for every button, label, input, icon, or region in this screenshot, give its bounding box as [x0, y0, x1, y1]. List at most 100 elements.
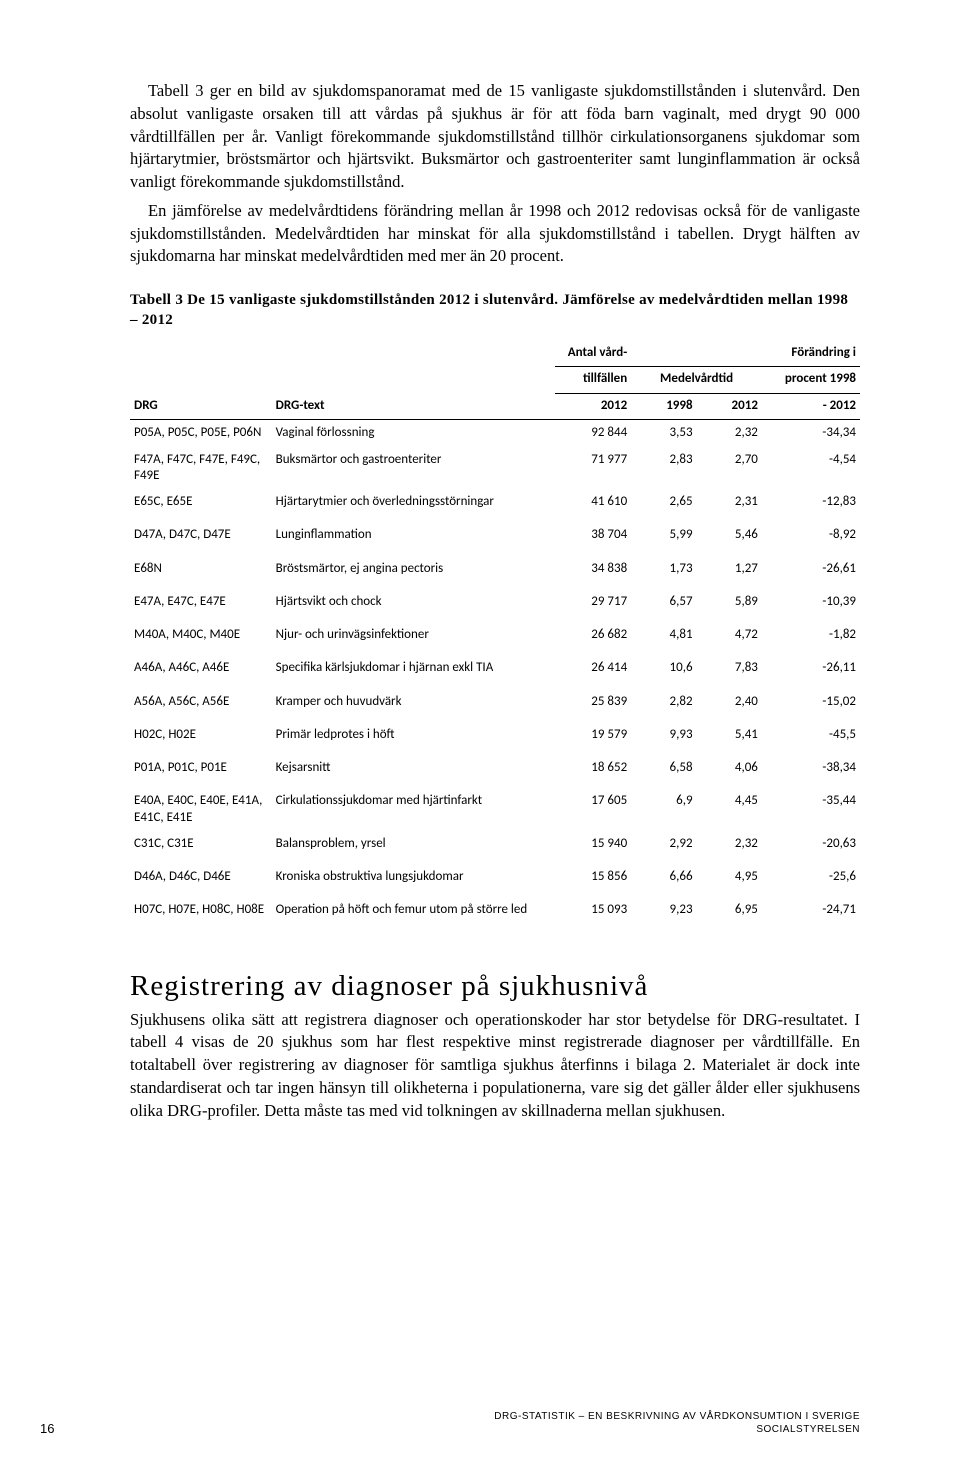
- cell-pct: -20,63: [762, 831, 860, 864]
- th-antal-3: 2012: [555, 393, 631, 420]
- cell-n: 34 838: [555, 556, 631, 589]
- cell-m12: 2,40: [697, 689, 762, 722]
- th-forandr-1: Förändring i: [762, 341, 860, 367]
- cell-m98: 9,23: [631, 897, 696, 923]
- cell-m12: 4,95: [697, 864, 762, 897]
- cell-m12: 7,83: [697, 655, 762, 688]
- cell-n: 26 414: [555, 655, 631, 688]
- cell-m12: 2,31: [697, 489, 762, 522]
- cell-n: 15 940: [555, 831, 631, 864]
- cell-m98: 6,9: [631, 788, 696, 831]
- cell-n: 17 605: [555, 788, 631, 831]
- cell-drg: C31C, C31E: [130, 831, 272, 864]
- cell-pct: -24,71: [762, 897, 860, 923]
- cell-m12: 5,46: [697, 522, 762, 555]
- cell-text: Specifika kärlsjukdomar i hjärnan exkl T…: [272, 655, 555, 688]
- cell-drg: A46A, A46C, A46E: [130, 655, 272, 688]
- cell-m98: 6,66: [631, 864, 696, 897]
- cell-drg: A56A, A56C, A56E: [130, 689, 272, 722]
- footer-right: DRG-STATISTIK – EN BESKRIVNING AV VÅRDKO…: [494, 1410, 860, 1436]
- cell-text: Primär ledprotes i höft: [272, 722, 555, 755]
- cell-m12: 2,70: [697, 447, 762, 490]
- th-forandr-3: - 2012: [762, 393, 860, 420]
- cell-m12: 4,45: [697, 788, 762, 831]
- page-number: 16: [40, 1421, 54, 1436]
- th-drg: DRG: [130, 341, 272, 420]
- cell-pct: -38,34: [762, 755, 860, 788]
- cell-pct: -8,92: [762, 522, 860, 555]
- cell-n: 25 839: [555, 689, 631, 722]
- cell-text: Njur- och urinvägsinfektioner: [272, 622, 555, 655]
- cell-pct: -35,44: [762, 788, 860, 831]
- cell-drg: P01A, P01C, P01E: [130, 755, 272, 788]
- cell-text: Bröstsmärtor, ej angina pectoris: [272, 556, 555, 589]
- footer-line-2: SOCIALSTYRELSEN: [494, 1423, 860, 1436]
- cell-pct: -4,54: [762, 447, 860, 490]
- cell-m12: 1,27: [697, 556, 762, 589]
- table-row: E40A, E40C, E40E, E41A, E41C, E41ECirkul…: [130, 788, 860, 831]
- table-row: F47A, F47C, F47E, F49C, F49EBuksmärtor o…: [130, 447, 860, 490]
- table-row: A46A, A46C, A46ESpecifika kärlsjukdomar …: [130, 655, 860, 688]
- cell-drg: E68N: [130, 556, 272, 589]
- section-heading: Registrering av diagnoser på sjukhusnivå: [130, 970, 860, 1003]
- cell-pct: -15,02: [762, 689, 860, 722]
- table-row: D46A, D46C, D46EKroniska obstruktiva lun…: [130, 864, 860, 897]
- table-row: D47A, D47C, D47ELunginflammation38 7045,…: [130, 522, 860, 555]
- cell-pct: -25,6: [762, 864, 860, 897]
- cell-text: Lunginflammation: [272, 522, 555, 555]
- cell-drg: F47A, F47C, F47E, F49C, F49E: [130, 447, 272, 490]
- cell-text: Kejsarsnitt: [272, 755, 555, 788]
- cell-n: 38 704: [555, 522, 631, 555]
- cell-pct: -34,34: [762, 420, 860, 447]
- cell-text: Operation på höft och femur utom på stör…: [272, 897, 555, 923]
- cell-n: 15 856: [555, 864, 631, 897]
- cell-text: Hjärtsvikt och chock: [272, 589, 555, 622]
- cell-m98: 9,93: [631, 722, 696, 755]
- cell-pct: -45,5: [762, 722, 860, 755]
- th-antal-1: Antal vård-: [555, 341, 631, 367]
- cell-m98: 5,99: [631, 522, 696, 555]
- table-row: E65C, E65EHjärtarytmier och överlednings…: [130, 489, 860, 522]
- cell-text: Kroniska obstruktiva lungsjukdomar: [272, 864, 555, 897]
- cell-m98: 10,6: [631, 655, 696, 688]
- cell-n: 41 610: [555, 489, 631, 522]
- table-caption: Tabell 3 De 15 vanligaste sjukdomstillst…: [130, 290, 860, 331]
- table-row: M40A, M40C, M40ENjur- och urinvägsinfekt…: [130, 622, 860, 655]
- cell-m12: 5,41: [697, 722, 762, 755]
- th-medel-blank: [631, 341, 696, 367]
- table-row: A56A, A56C, A56EKramper och huvudvärk25 …: [130, 689, 860, 722]
- table-row: H07C, H07E, H08C, H08EOperation på höft …: [130, 897, 860, 923]
- cell-m98: 2,92: [631, 831, 696, 864]
- table-row: E47A, E47C, E47EHjärtsvikt och chock29 7…: [130, 589, 860, 622]
- cell-m12: 4,72: [697, 622, 762, 655]
- cell-n: 29 717: [555, 589, 631, 622]
- paragraph-3: Sjukhusens olika sätt att registrera dia…: [130, 1009, 860, 1123]
- cell-m98: 4,81: [631, 622, 696, 655]
- footer-line-1: DRG-STATISTIK – EN BESKRIVNING AV VÅRDKO…: [494, 1410, 860, 1423]
- cell-drg: E65C, E65E: [130, 489, 272, 522]
- cell-n: 18 652: [555, 755, 631, 788]
- cell-m98: 6,57: [631, 589, 696, 622]
- cell-m12: 5,89: [697, 589, 762, 622]
- cell-text: Cirkulationssjukdomar med hjärtinfarkt: [272, 788, 555, 831]
- cell-pct: -26,61: [762, 556, 860, 589]
- cell-n: 15 093: [555, 897, 631, 923]
- th-drgtext: DRG-text: [272, 341, 555, 420]
- cell-n: 19 579: [555, 722, 631, 755]
- cell-m98: 2,65: [631, 489, 696, 522]
- table-row: P05A, P05C, P05E, P06NVaginal förlossnin…: [130, 420, 860, 447]
- cell-text: Buksmärtor och gastroenteriter: [272, 447, 555, 490]
- th-2012: 2012: [697, 393, 762, 420]
- cell-m12: 4,06: [697, 755, 762, 788]
- cell-m98: 2,82: [631, 689, 696, 722]
- cell-m98: 2,83: [631, 447, 696, 490]
- cell-drg: H07C, H07E, H08C, H08E: [130, 897, 272, 923]
- cell-drg: D47A, D47C, D47E: [130, 522, 272, 555]
- cell-n: 26 682: [555, 622, 631, 655]
- cell-m98: 6,58: [631, 755, 696, 788]
- cell-m98: 1,73: [631, 556, 696, 589]
- paragraph-1: Tabell 3 ger en bild av sjukdomspanorama…: [130, 80, 860, 194]
- cell-m12: 2,32: [697, 831, 762, 864]
- table-row: E68NBröstsmärtor, ej angina pectoris34 8…: [130, 556, 860, 589]
- cell-text: Hjärtarytmier och överledningsstörningar: [272, 489, 555, 522]
